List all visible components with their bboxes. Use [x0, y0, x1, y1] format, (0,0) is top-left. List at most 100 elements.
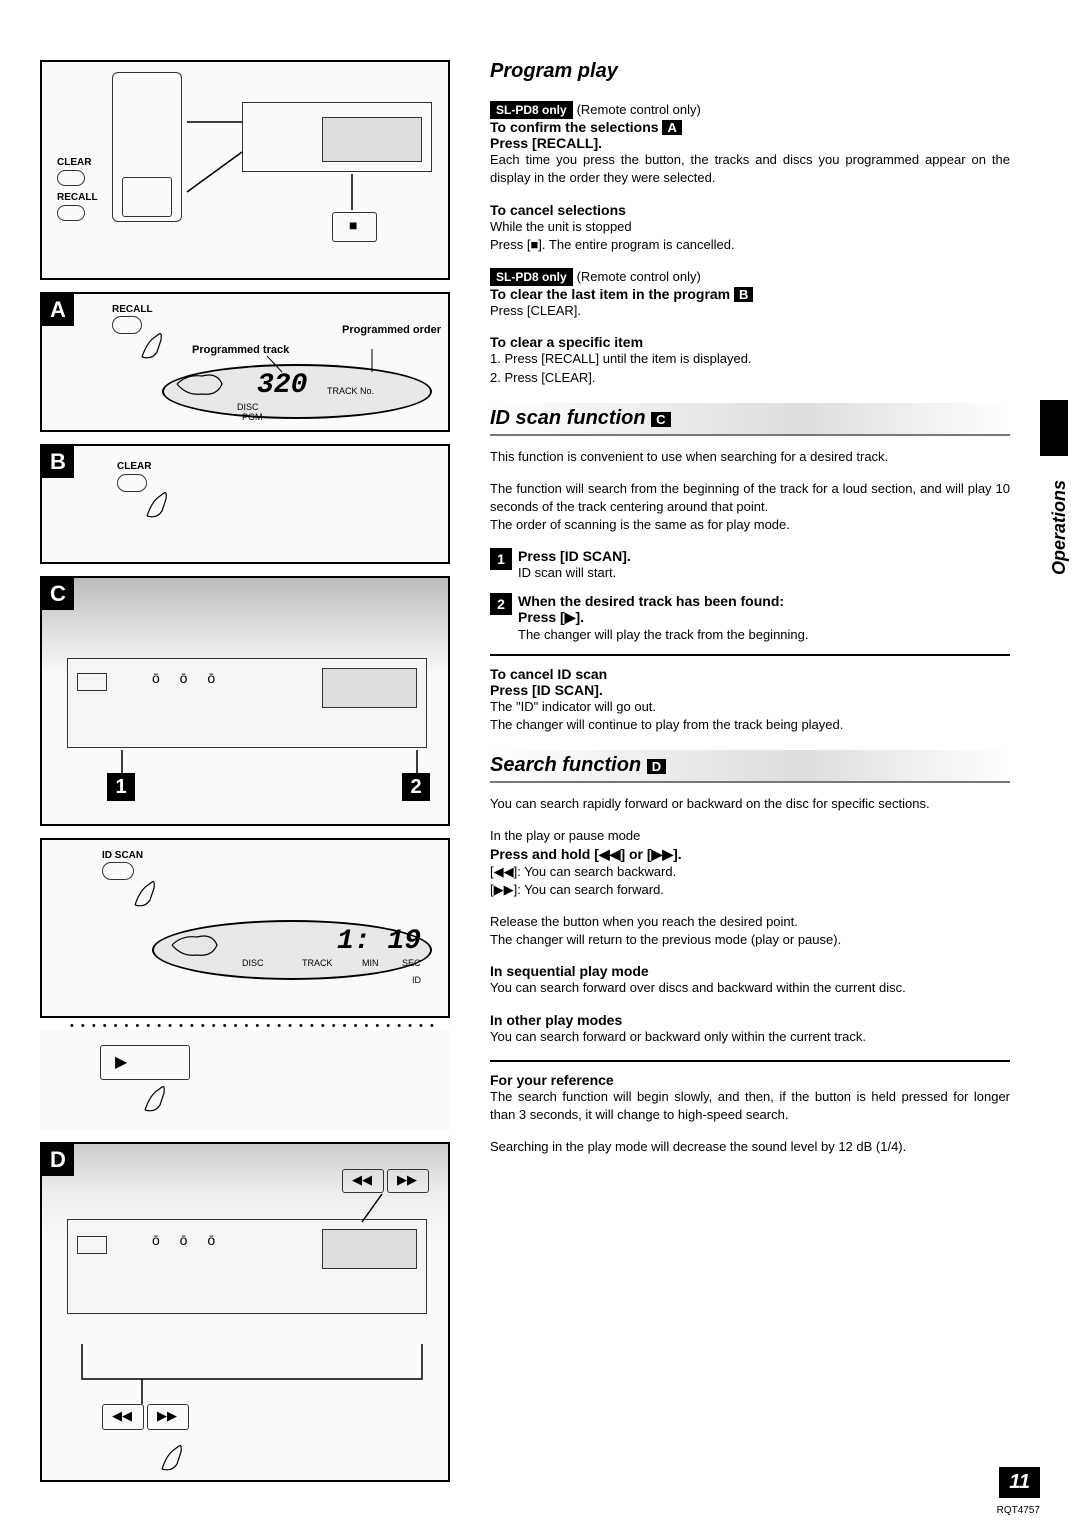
idscan-step2-body: The changer will play the track from the… — [518, 626, 1010, 644]
cancel-heading: To cancel selections — [490, 202, 1010, 218]
cancel-l1: While the unit is stopped — [490, 218, 1010, 236]
left-column: CLEAR RECALL ■ A RECALL Programmed track — [40, 60, 470, 1494]
idscan-cancel-press: Press [ID SCAN]. — [490, 682, 1010, 698]
ref-b: B — [734, 287, 753, 302]
diagram-b: B CLEAR — [40, 444, 450, 564]
search-back: [◀◀]: You can search backward. — [490, 863, 1010, 881]
recall-label: RECALL — [57, 192, 98, 203]
hand-icon-d — [157, 1434, 197, 1474]
idscan-step1: 1 Press [ID SCAN]. ID scan will start. — [490, 548, 1010, 582]
idscan-step1-num: 1 — [490, 548, 512, 570]
diagram-a: A RECALL Programmed track Programmed ord… — [40, 292, 450, 432]
slpd8-badge-2: SL-PD8 only — [490, 268, 573, 286]
label-d: D — [42, 1144, 74, 1176]
search-heading-row: Search function D — [490, 750, 1010, 783]
confirm-section: SL-PD8 only (Remote control only) To con… — [490, 101, 1010, 188]
hand-icon — [137, 322, 177, 362]
search-ref: For your reference The search function w… — [490, 1072, 1010, 1124]
idscan-step2-press: Press [▶]. — [518, 609, 1010, 626]
clear-specific-section: To clear a specific item 1. Press [RECAL… — [490, 334, 1010, 386]
play-icon: ▶ — [115, 1052, 127, 1072]
page-root: CLEAR RECALL ■ A RECALL Programmed track — [0, 0, 1080, 1524]
page-title: Program play — [490, 60, 1010, 83]
doc-code: RQT4757 — [997, 1505, 1040, 1516]
idscan-p1: This function is convenient to use when … — [490, 448, 1010, 466]
confirm-heading: To confirm the selections — [490, 119, 659, 135]
clear-specific-1: 1. Press [RECALL] until the item is disp… — [490, 350, 1010, 368]
ref-d: D — [647, 759, 666, 774]
stop-icon: ■ — [349, 217, 357, 233]
idscan-label: ID SCAN — [102, 850, 143, 861]
label-b: B — [42, 446, 74, 478]
ref-a: A — [662, 120, 681, 135]
search-p1: You can search rapidly forward or backwa… — [490, 795, 1010, 813]
idscan-cancel: To cancel ID scan Press [ID SCAN]. The "… — [490, 666, 1010, 734]
badge1-note: (Remote control only) — [577, 102, 701, 117]
cancel-l2: Press [■]. The entire program is cancell… — [490, 236, 1010, 254]
search-heading: Search function — [490, 754, 641, 776]
ff-icon-top: ▶▶ — [397, 1172, 417, 1188]
disc-label-a: DISC — [237, 402, 259, 412]
idscan-step1-title: Press [ID SCAN]. — [518, 548, 1010, 564]
slpd8-badge-1: SL-PD8 only — [490, 101, 573, 119]
search-release-l2: The changer will return to the previous … — [490, 931, 1010, 949]
recall-label-a: RECALL — [112, 304, 153, 315]
recall-button-icon — [57, 205, 85, 221]
search-release: Release the button when you reach the de… — [490, 913, 1010, 949]
clear-last-heading: To clear the last item in the program — [490, 286, 730, 302]
search-seq: In sequential play mode You can search f… — [490, 963, 1010, 997]
search-fwd: [▶▶]: You can search forward. — [490, 881, 1010, 899]
num-1: 1 — [107, 773, 135, 801]
idscan-step1-body: ID scan will start. — [518, 564, 1010, 582]
diagram-top: CLEAR RECALL ■ — [40, 60, 450, 280]
badge2-note: (Remote control only) — [577, 269, 701, 284]
prog-track-label: Programmed track — [192, 344, 289, 356]
rew-icon-top: ◀◀ — [352, 1172, 372, 1188]
idscan-p3: The order of scanning is the same as for… — [490, 516, 1010, 534]
search-ref-body: The search function will begin slowly, a… — [490, 1088, 1010, 1124]
search-presshold: In the play or pause mode Press and hold… — [490, 827, 1010, 899]
ff-icon: ▶▶ — [157, 1408, 177, 1424]
search-ref-body2: Searching in the play mode will decrease… — [490, 1138, 1010, 1156]
confirm-body: Each time you press the button, the trac… — [490, 151, 1010, 187]
idscan-step2: 2 When the desired track has been found:… — [490, 593, 1010, 644]
prog-order-label: Programmed order — [342, 324, 441, 336]
ref-c: C — [651, 412, 670, 427]
clear-label: CLEAR — [57, 157, 91, 168]
label-c: C — [42, 578, 74, 610]
idscan-p2: The function will search from the beginn… — [490, 480, 1010, 516]
divider-2 — [490, 1060, 1010, 1062]
search-release-l1: Release the button when you reach the de… — [490, 913, 1010, 931]
clear-specific-heading: To clear a specific item — [490, 334, 1010, 350]
side-tab-label: Operations — [1049, 480, 1070, 575]
pgm-label-a: PGM — [242, 412, 263, 422]
clear-button-icon — [57, 170, 85, 186]
hand-icon-1 — [130, 870, 170, 910]
label-a: A — [42, 294, 74, 326]
idscan-step2-num: 2 — [490, 593, 512, 615]
display-a-value: 320 — [257, 370, 307, 401]
search-press-hold: Press and hold [◀◀] or [▶▶]. — [490, 846, 1010, 863]
idscan-cancel-l1: The "ID" indicator will go out. — [490, 698, 1010, 716]
clear-last-section: SL-PD8 only (Remote control only) To cle… — [490, 268, 1010, 320]
search-other-heading: In other play modes — [490, 1012, 1010, 1028]
hand-icon-b — [142, 481, 182, 521]
idscan-cancel-heading: To cancel ID scan — [490, 666, 1010, 682]
clear-specific-2: 2. Press [CLEAR]. — [490, 369, 1010, 387]
page-number: 11 — [999, 1467, 1040, 1498]
num-2: 2 — [402, 773, 430, 801]
clear-label-b: CLEAR — [117, 461, 151, 472]
track-no-label-a: TRACK No. — [327, 386, 374, 396]
diagram-c: C ō ō ō 1 2 — [40, 576, 450, 826]
search-ref-heading: For your reference — [490, 1072, 1010, 1088]
right-column: Program play SL-PD8 only (Remote control… — [470, 60, 1010, 1494]
divider-1 — [490, 654, 1010, 656]
cancel-section: To cancel selections While the unit is s… — [490, 202, 1010, 254]
search-mode-label: In the play or pause mode — [490, 827, 1010, 845]
id-scan-heading: ID scan function — [490, 407, 646, 429]
idscan-step2-title: When the desired track has been found: — [518, 593, 1010, 609]
side-tab-marker — [1040, 400, 1068, 456]
step2-block: 2 ▶ — [40, 1030, 450, 1130]
id-scan-heading-row: ID scan function C — [490, 403, 1010, 436]
clear-last-body: Press [CLEAR]. — [490, 302, 1010, 320]
